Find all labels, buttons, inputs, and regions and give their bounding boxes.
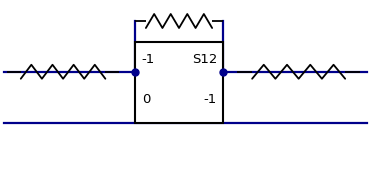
Text: -1: -1 (142, 53, 155, 66)
Text: S12: S12 (192, 53, 217, 66)
Text: -1: -1 (204, 93, 217, 106)
Bar (135, 42, 223, 122)
Text: 0: 0 (142, 93, 150, 106)
